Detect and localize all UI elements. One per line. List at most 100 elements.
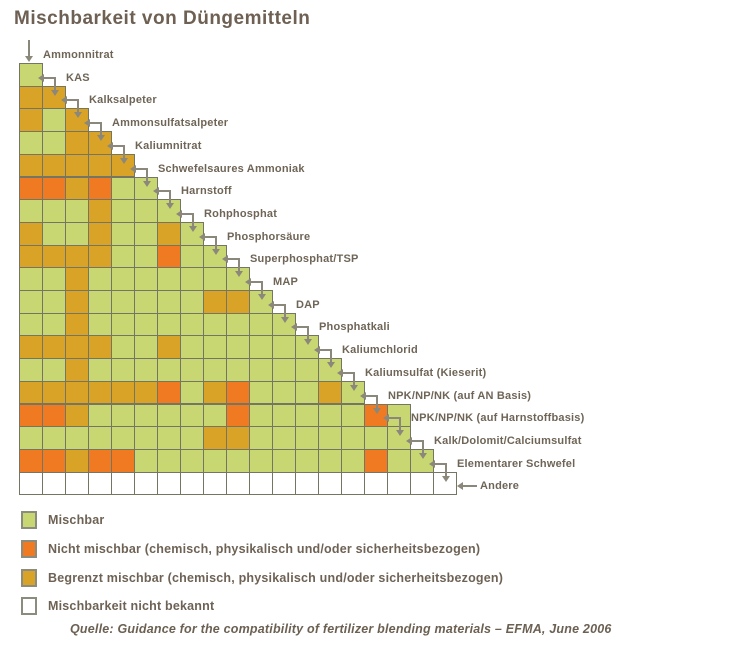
matrix-cell — [249, 448, 273, 473]
matrix-cell — [111, 290, 135, 314]
matrix-cell — [65, 290, 89, 314]
pointer-arrow-line — [113, 144, 125, 147]
matrix-cell — [19, 335, 43, 360]
pointer-arrowhead — [429, 459, 435, 468]
matrix-cell — [180, 448, 204, 473]
matrix-cell — [111, 426, 135, 450]
matrix-cell — [65, 335, 89, 360]
matrix-cell — [19, 380, 43, 405]
legend-label: Mischbar — [48, 513, 105, 527]
matrix-cell — [42, 448, 66, 473]
matrix-cell — [19, 267, 43, 291]
matrix-cell — [180, 471, 204, 496]
material-label: DAP — [296, 298, 320, 311]
matrix-cell — [410, 471, 434, 496]
matrix-cell — [157, 471, 181, 496]
pointer-arrowhead — [419, 452, 427, 459]
matrix-cell — [42, 244, 66, 269]
pointer-arrow-line — [435, 462, 447, 465]
matrix-cell — [65, 380, 89, 405]
matrix-cell — [42, 267, 66, 291]
legend-label: Begrenzt mischbar (chemisch, physikalisc… — [48, 571, 504, 585]
matrix-cell — [249, 380, 273, 405]
matrix-cell — [364, 426, 388, 450]
matrix-cell — [19, 176, 43, 201]
legend-swatch-nicht-bekannt — [21, 597, 37, 615]
matrix-cell — [272, 448, 296, 473]
matrix-cell — [65, 244, 89, 269]
matrix-cell — [65, 221, 89, 246]
legend-swatch-nicht-mischbar — [21, 540, 37, 558]
matrix-cell — [134, 199, 158, 223]
material-label: Kaliumnitrat — [135, 139, 202, 152]
matrix-cell — [111, 176, 135, 201]
matrix-cell — [88, 380, 112, 405]
matrix-cell — [157, 448, 181, 473]
matrix-cell — [42, 153, 66, 178]
matrix-cell — [203, 403, 227, 428]
material-label: Kaliumsulfat (Kieserit) — [365, 366, 487, 379]
matrix-cell — [19, 199, 43, 223]
matrix-cell — [88, 312, 112, 337]
legend-label: Mischbarkeit nicht bekannt — [48, 599, 215, 613]
matrix-cell — [88, 403, 112, 428]
material-label: Schwefelsaures Ammoniak — [158, 162, 305, 175]
pointer-arrowhead — [107, 141, 113, 150]
matrix-cell — [157, 335, 181, 360]
matrix-cell — [19, 358, 43, 382]
pointer-arrowhead — [61, 96, 67, 105]
matrix-cell — [111, 244, 135, 269]
material-label: KAS — [66, 71, 90, 84]
matrix-cell — [88, 290, 112, 314]
matrix-cell — [65, 448, 89, 473]
matrix-cell — [111, 335, 135, 360]
matrix-cell — [19, 290, 43, 314]
pointer-arrowhead — [457, 482, 463, 491]
matrix-cell — [203, 312, 227, 337]
matrix-cell — [180, 358, 204, 382]
pointer-arrow-line — [54, 76, 56, 91]
pointer-arrow-line — [100, 122, 102, 137]
pointer-arrow-line — [261, 281, 263, 295]
matrix-cell — [19, 448, 43, 473]
matrix-cell — [111, 312, 135, 337]
matrix-cell — [42, 426, 66, 450]
matrix-cell — [134, 448, 158, 473]
pointer-arrowhead — [212, 248, 220, 255]
matrix-cell — [157, 403, 181, 428]
matrix-cell — [157, 290, 181, 314]
matrix-cell — [249, 471, 273, 496]
pointer-arrow-line — [123, 144, 125, 159]
matrix-cell — [249, 335, 273, 360]
pointer-arrowhead — [406, 436, 412, 445]
pointer-arrowhead — [245, 278, 251, 286]
pointer-arrowhead — [222, 255, 228, 264]
matrix-cell — [111, 221, 135, 246]
matrix-cell — [341, 403, 365, 428]
pointer-arrowhead — [84, 119, 90, 128]
matrix-cell — [134, 290, 158, 314]
matrix-cell — [157, 358, 181, 382]
matrix-cell — [42, 221, 66, 246]
matrix-cell — [272, 403, 296, 428]
matrix-cell — [157, 312, 181, 337]
matrix-cell — [387, 471, 411, 496]
matrix-cell — [272, 358, 296, 382]
matrix-cell — [157, 267, 181, 291]
matrix-cell — [42, 176, 66, 201]
matrix-cell — [111, 471, 135, 496]
matrix-cell — [111, 448, 135, 473]
pointer-arrowhead — [442, 475, 450, 482]
pointer-arrowhead — [327, 362, 335, 369]
material-label: MAP — [273, 276, 299, 288]
pointer-arrowhead — [51, 89, 59, 96]
pointer-arrowhead — [120, 157, 128, 164]
matrix-cell — [318, 426, 342, 450]
pointer-arrow-line — [228, 258, 240, 261]
pointer-arrow-line — [320, 349, 332, 352]
pointer-arrowhead — [304, 339, 312, 346]
pointer-arrowhead — [396, 430, 404, 437]
material-label: Kalksalpeter — [89, 94, 157, 107]
pointer-arrow-line — [330, 349, 332, 364]
matrix-cell — [42, 471, 66, 496]
